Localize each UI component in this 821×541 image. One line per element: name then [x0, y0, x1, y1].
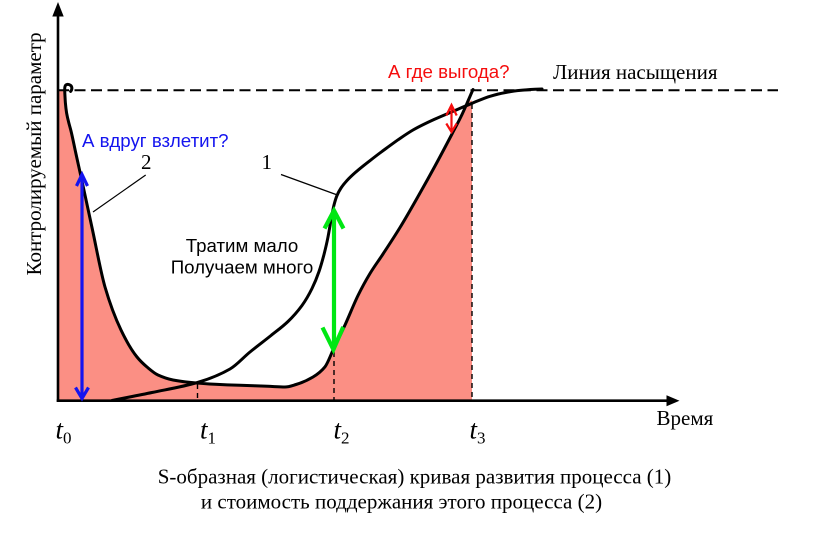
svg-text:2: 2	[141, 150, 152, 174]
svg-text:и стоимость поддержания этого: и стоимость поддержания этого процесса (…	[201, 490, 602, 514]
svg-text:S-образная (логистическая) кри: S-образная (логистическая) кривая развит…	[158, 465, 672, 489]
svg-text:А где выгода?: А где выгода?	[388, 61, 510, 82]
svg-text:А вдруг взлетит?: А вдруг взлетит?	[82, 130, 229, 151]
svg-text:Тратим мало: Тратим мало	[186, 235, 299, 256]
svg-text:Линия насыщения: Линия насыщения	[553, 60, 718, 84]
svg-text:Получаем много: Получаем много	[171, 257, 314, 278]
svg-text:Контролируемый параметр: Контролируемый параметр	[22, 32, 46, 275]
svg-text:1: 1	[262, 150, 273, 174]
svg-text:Время: Время	[657, 406, 714, 430]
